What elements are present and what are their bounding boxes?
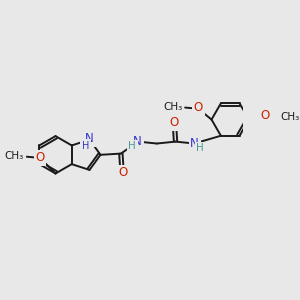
Text: N: N: [133, 135, 142, 148]
Text: O: O: [260, 110, 269, 122]
Text: H: H: [82, 141, 89, 151]
Text: O: O: [35, 152, 45, 164]
Text: H: H: [196, 143, 204, 153]
Text: H: H: [128, 141, 136, 152]
Text: O: O: [169, 116, 178, 129]
Text: N: N: [85, 132, 94, 145]
Text: O: O: [194, 101, 203, 114]
Text: CH₃: CH₃: [164, 102, 183, 112]
Text: N: N: [190, 136, 199, 149]
Text: CH₃: CH₃: [4, 151, 24, 161]
Text: O: O: [118, 166, 127, 179]
Text: CH₃: CH₃: [280, 112, 299, 122]
